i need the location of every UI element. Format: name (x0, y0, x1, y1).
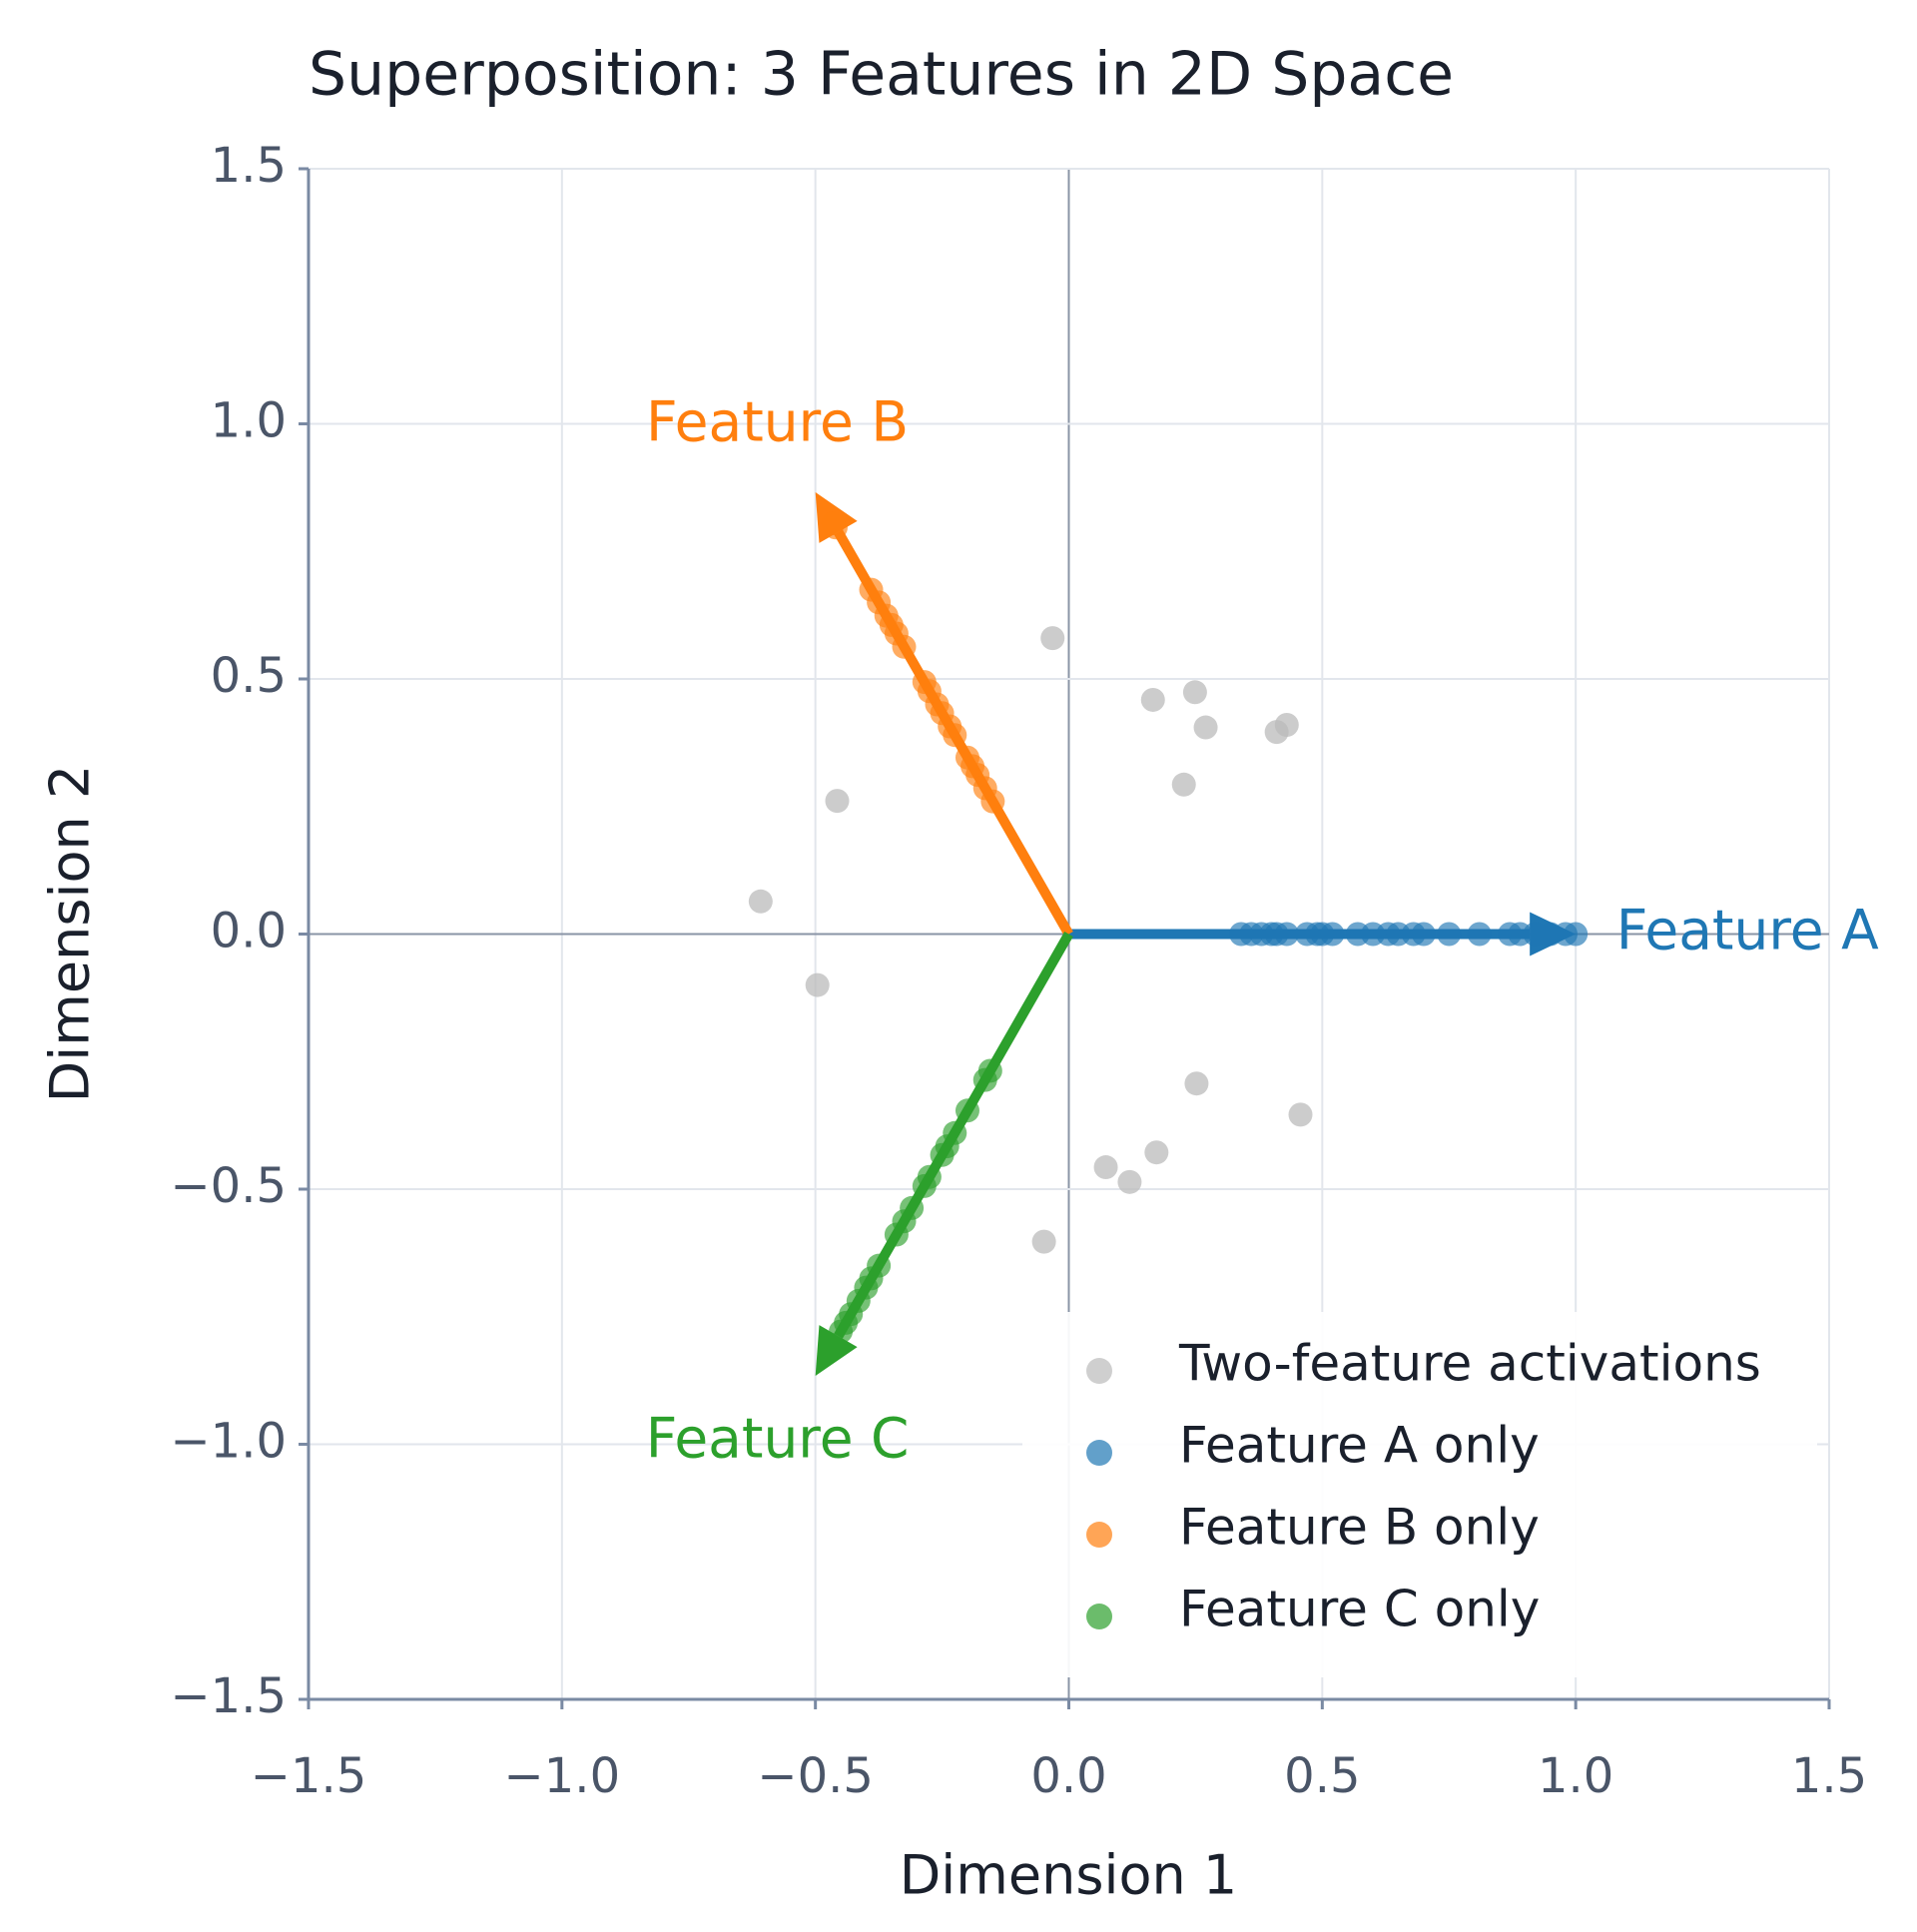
x-tick-label: −1.5 (251, 1748, 367, 1804)
data-point (1288, 1102, 1313, 1127)
vector-arrowhead (815, 1325, 858, 1377)
data-point (1184, 1071, 1209, 1096)
legend-label: Two-feature activations (1178, 1335, 1761, 1393)
legend-label: Feature C only (1179, 1581, 1540, 1638)
data-point (955, 745, 979, 770)
x-tick-label: 1.0 (1538, 1748, 1613, 1804)
data-point (859, 577, 884, 602)
x-tick-label: −0.5 (757, 1748, 874, 1804)
data-point (955, 1098, 979, 1123)
data-point (1320, 922, 1345, 947)
data-point (912, 1173, 937, 1198)
y-tick-label: 0.0 (211, 904, 287, 960)
data-point (1171, 772, 1196, 797)
legend-marker (1086, 1604, 1112, 1629)
x-tick-label: 0.0 (1030, 1748, 1106, 1804)
x-tick-label: 1.5 (1791, 1748, 1867, 1804)
data-point (1193, 715, 1218, 740)
y-tick-label: −1.5 (170, 1668, 287, 1724)
y-tick-label: −1.0 (170, 1414, 287, 1470)
legend-label: Feature A only (1179, 1417, 1540, 1475)
vector-label: Feature B (646, 390, 909, 454)
data-point (1411, 922, 1436, 947)
data-point (1031, 1229, 1056, 1254)
legend-marker (1086, 1522, 1112, 1548)
data-point (1274, 922, 1299, 947)
data-point (1140, 687, 1165, 712)
data-point (1182, 680, 1207, 705)
data-point (1274, 712, 1299, 737)
vector-label: Feature C (646, 1407, 910, 1471)
data-point (1117, 1169, 1142, 1194)
x-tick-label: 0.5 (1284, 1748, 1360, 1804)
legend-marker (1086, 1440, 1112, 1466)
data-point (912, 670, 937, 695)
y-axis-label: Dimension 2 (39, 765, 102, 1103)
x-tick-label: −1.0 (504, 1748, 621, 1804)
data-point (825, 789, 850, 814)
data-point (829, 1319, 854, 1344)
data-point (972, 1067, 997, 1092)
data-point (884, 1222, 909, 1247)
y-tick-label: 0.5 (211, 648, 287, 704)
data-point (1144, 1140, 1169, 1165)
data-point (930, 1142, 955, 1167)
data-point (805, 972, 830, 997)
data-point (1040, 626, 1065, 651)
legend-box (1022, 1312, 1817, 1677)
data-point (748, 889, 773, 914)
legend: Two-feature activations Feature A only Fea… (1022, 1312, 1817, 1677)
data-point (1564, 922, 1589, 947)
data-point (1437, 922, 1462, 947)
y-tick-label: 1.5 (211, 138, 287, 194)
chart-title: Superposition: 3 Features in 2D Space (309, 40, 1454, 110)
vector-label: Feature A (1616, 899, 1879, 963)
legend-label: Feature B only (1179, 1499, 1540, 1557)
data-point (1093, 1155, 1118, 1180)
legend-marker (1086, 1358, 1112, 1384)
y-tick-label: −0.5 (170, 1158, 287, 1214)
data-point (821, 511, 846, 536)
y-tick-label: 1.0 (211, 393, 287, 449)
x-axis-label: Dimension 1 (900, 1844, 1238, 1907)
data-point (1467, 922, 1492, 947)
